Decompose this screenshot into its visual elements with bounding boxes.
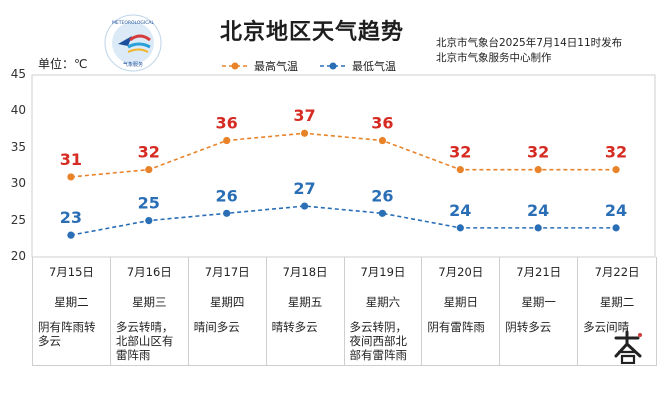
dashu-stamp-icon: [614, 330, 642, 364]
forecast-day-column: 7月20日星期日阴有雷阵雨: [422, 257, 501, 365]
forecast-day-column: 7月21日星期一阴转多云: [500, 257, 579, 365]
min-temp-point: [223, 209, 231, 217]
forecast-day-column: 7月15日星期二阴有阵雨转多云: [33, 257, 111, 365]
min-temp-label: 23: [60, 208, 82, 227]
date-label: 7月22日: [594, 265, 640, 279]
date-label: 7月20日: [438, 265, 484, 279]
max-temp-point: [145, 166, 153, 174]
source-line-1: 北京市气象台2025年7月14日11时发布: [436, 37, 623, 49]
legend-max-marker: [222, 62, 248, 70]
forecast-day-column: 7月18日星期五晴转多云: [267, 257, 345, 365]
legend-max: 最高气温: [222, 58, 298, 74]
y-tick-label: 20: [10, 249, 26, 263]
date-label: 7月16日: [126, 265, 172, 279]
forecast-day-column: 7月22日星期二多云间晴: [578, 257, 656, 365]
max-temp-label: 32: [527, 143, 549, 162]
min-temp-label: 26: [371, 186, 393, 205]
max-temp-point: [378, 136, 387, 145]
max-temp-point: [223, 136, 231, 145]
min-temp-line: [70, 205, 617, 236]
weekday-label: 星期一: [521, 295, 556, 309]
weather-description: 晴间多云: [193, 320, 240, 334]
legend-min-label: 最低气温: [352, 60, 396, 73]
legend-min-marker: [320, 62, 346, 70]
min-temp-label: 26: [216, 186, 238, 205]
unit-label: 单位：℃: [38, 57, 88, 71]
max-temp-point: [612, 166, 620, 174]
page-title: 北京地区天气趋势: [219, 20, 404, 45]
weekday-label: 星期三: [132, 295, 167, 309]
svg-text:气象服务: 气象服务: [123, 61, 143, 68]
date-label: 7月18日: [282, 265, 328, 279]
weekday-label: 星期二: [54, 295, 89, 309]
min-temp-point: [67, 231, 75, 239]
min-temp-point: [300, 202, 309, 210]
forecast-day-column: 7月19日星期六多云转阴，夜间西部北部有雷阵雨: [345, 257, 423, 365]
min-temp-label: 25: [138, 194, 160, 213]
weekday-label: 星期五: [287, 295, 323, 309]
date-label: 7月17日: [204, 265, 250, 279]
date-label: 7月15日: [48, 265, 94, 279]
max-temp-line: [70, 132, 617, 178]
plot-frame: [31, 74, 656, 258]
max-temp-point: [534, 166, 542, 174]
y-tick-label: 45: [10, 67, 26, 81]
min-temp-label: 27: [293, 179, 315, 198]
date-label: 7月21日: [516, 265, 562, 279]
weather-description: 多云间晴: [583, 320, 630, 334]
weekday-label: 星期四: [209, 295, 245, 309]
weekday-label: 星期二: [599, 295, 635, 309]
min-temp-label: 24: [527, 201, 549, 220]
source-info: 北京市气象台2025年7月14日11时发布 北京市气象服务中心制作: [436, 36, 662, 66]
legend-max-label: 最高气温: [254, 60, 298, 73]
weather-description: 多云转晴，北部山区有雷阵雨: [115, 320, 174, 362]
max-temp-point: [300, 129, 309, 137]
y-tick-label: 25: [10, 212, 26, 227]
min-temp-point: [612, 224, 620, 232]
min-temp-point: [456, 224, 464, 232]
max-temp-label: 32: [138, 143, 160, 162]
y-tick-label: 35: [10, 139, 26, 154]
y-tick-label: 40: [10, 103, 26, 118]
weekday-label: 星期六: [365, 295, 401, 309]
svg-text:METEOROLOGICAL: METEOROLOGICAL: [112, 20, 154, 26]
forecast-day-column: 7月16日星期三多云转晴，北部山区有雷阵雨: [111, 257, 189, 365]
y-tick-label: 30: [10, 176, 26, 191]
min-temp-point: [145, 217, 153, 225]
legend-min: 最低气温: [320, 58, 396, 74]
max-temp-label: 36: [216, 114, 238, 133]
weekday-label: 星期日: [443, 295, 479, 309]
weather-description: 阴转多云: [505, 320, 552, 334]
weather-description: 阴有雷阵雨: [427, 320, 485, 334]
weather-description: 阴有阵雨转多云: [38, 320, 96, 348]
min-temp-point: [534, 224, 542, 232]
min-temp-label: 24: [605, 201, 627, 220]
max-temp-label: 32: [605, 143, 627, 162]
weather-description: 多云转阴，夜间西部北部有雷阵雨: [349, 320, 408, 362]
date-label: 7月19日: [360, 265, 406, 279]
max-temp-label: 36: [371, 114, 393, 133]
max-temp-label: 31: [60, 150, 82, 169]
min-temp-point: [378, 209, 387, 217]
min-temp-label: 24: [449, 201, 471, 220]
source-line-2: 北京市气象服务中心制作: [436, 52, 552, 64]
max-temp-point: [456, 166, 464, 174]
max-temp-point: [67, 173, 75, 181]
max-temp-label: 32: [449, 143, 471, 162]
forecast-day-column: 7月17日星期四晴间多云: [189, 257, 267, 365]
weather-description: 晴转多云: [271, 320, 318, 334]
meteorological-logo: METEOROLOGICAL 气象服务: [104, 14, 162, 72]
forecast-table: 7月15日 星期二 阴有阵雨转多云 7月16日 星期三 多云转晴，北部山区有雷阵雨 7月17…: [32, 257, 657, 366]
max-temp-label: 37: [293, 106, 315, 125]
